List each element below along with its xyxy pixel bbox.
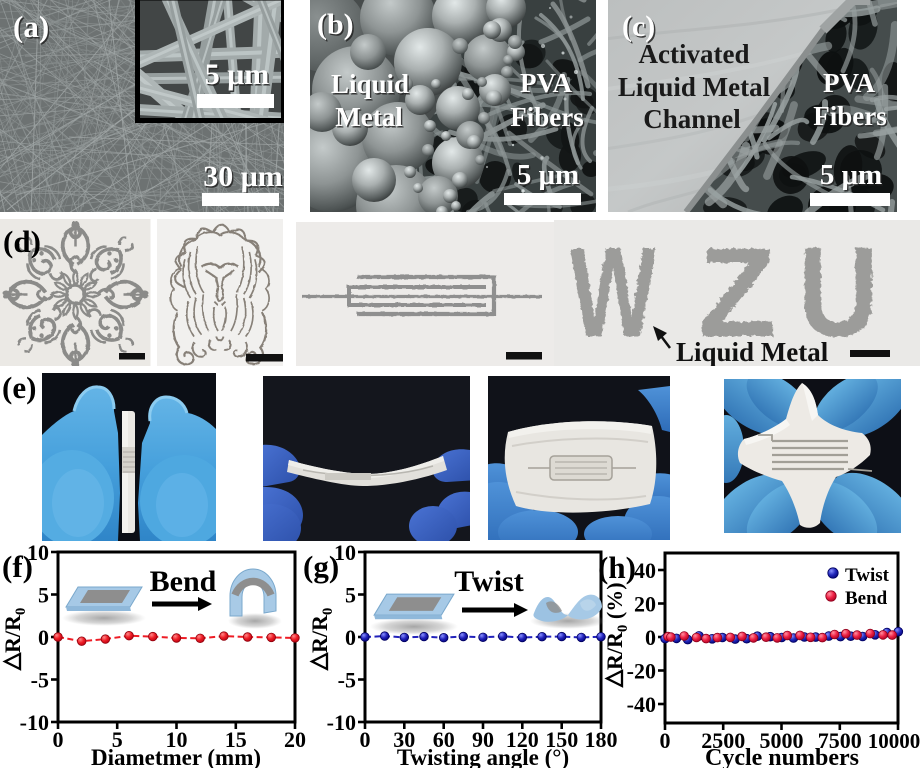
svg-text:5 μm: 5 μm <box>821 160 883 192</box>
svg-text:Fibers: Fibers <box>512 103 586 133</box>
svg-text:(d): (d) <box>3 224 41 259</box>
svg-text:30 μm: 30 μm <box>203 160 283 193</box>
svg-text:90: 90 <box>472 727 494 752</box>
svg-text:5 μm: 5 μm <box>820 159 882 191</box>
svg-text:5 μm: 5 μm <box>205 58 270 91</box>
svg-text:120: 120 <box>506 727 539 752</box>
svg-text:40: 40 <box>634 558 656 583</box>
svg-text:0: 0 <box>645 625 656 650</box>
svg-text:Liquid Metal: Liquid Metal <box>676 337 829 367</box>
svg-text:(c): (c) <box>622 10 655 43</box>
svg-text:60: 60 <box>433 727 455 752</box>
svg-text:5000: 5000 <box>760 728 804 753</box>
svg-text:PVA: PVA <box>521 69 574 99</box>
svg-text:20: 20 <box>284 727 306 752</box>
svg-text:10: 10 <box>166 727 188 752</box>
svg-text:Channel: Channel <box>643 104 741 134</box>
svg-text:5 μm: 5 μm <box>518 160 580 192</box>
svg-text:U: U <box>798 222 879 363</box>
svg-text:150: 150 <box>545 727 578 752</box>
svg-text:W: W <box>570 222 657 363</box>
svg-text:Z: Z <box>698 222 776 364</box>
svg-text:-40: -40 <box>627 692 656 717</box>
svg-text:20: 20 <box>634 592 656 617</box>
svg-text:0: 0 <box>345 625 356 650</box>
svg-text:Twist: Twist <box>454 565 523 598</box>
svg-text:180: 180 <box>585 727 618 752</box>
svg-text:(b): (b) <box>318 9 355 42</box>
svg-text:Bend: Bend <box>150 565 217 598</box>
svg-text:Twist: Twist <box>845 565 890 586</box>
svg-text:0: 0 <box>38 625 49 650</box>
svg-text:10: 10 <box>27 540 49 565</box>
svg-text:(h): (h) <box>598 550 636 585</box>
svg-text:7500: 7500 <box>818 728 862 753</box>
svg-text:Activated: Activated <box>639 39 750 69</box>
svg-text:-5: -5 <box>31 668 49 693</box>
svg-text:2500: 2500 <box>701 728 745 753</box>
svg-text:(c): (c) <box>623 11 656 44</box>
svg-text:R/R0 (%): R/R0 (%) <box>602 582 631 670</box>
svg-text:PVA: PVA <box>824 69 877 99</box>
svg-text:Liquid: Liquid <box>332 70 410 100</box>
svg-text:Fibers: Fibers <box>815 102 889 132</box>
svg-text:Liquid: Liquid <box>331 69 409 99</box>
svg-text:10: 10 <box>334 540 356 565</box>
svg-text:R/R0: R/R0 <box>307 608 336 653</box>
svg-text:5: 5 <box>345 583 356 608</box>
svg-text:(a): (a) <box>14 10 50 45</box>
svg-text:5 μm: 5 μm <box>517 159 579 191</box>
svg-text:Fibers: Fibers <box>510 102 584 132</box>
svg-text:Bend: Bend <box>845 588 888 609</box>
svg-text:Twisting angle (°): Twisting angle (°) <box>397 745 569 768</box>
svg-text:Metal: Metal <box>335 102 403 132</box>
svg-text:PVA: PVA <box>823 68 876 98</box>
svg-text:PVA: PVA <box>520 68 573 98</box>
svg-text:(f): (f) <box>2 549 33 584</box>
svg-text:Liquid Metal: Liquid Metal <box>618 72 771 102</box>
svg-text:5: 5 <box>38 583 49 608</box>
svg-text:(b): (b) <box>317 8 354 41</box>
svg-text:15: 15 <box>225 727 247 752</box>
svg-text:30 μm: 30 μm <box>205 161 284 194</box>
svg-text:0: 0 <box>360 727 371 752</box>
svg-text:-10: -10 <box>20 710 49 735</box>
svg-text:Metal: Metal <box>337 103 405 133</box>
svg-text:0: 0 <box>660 728 671 753</box>
svg-text:Cycle numbers: Cycle numbers <box>705 745 859 768</box>
svg-text:-5: -5 <box>338 668 356 693</box>
svg-text:5: 5 <box>112 727 123 752</box>
svg-text:Fibers: Fibers <box>813 101 887 131</box>
svg-text:Diametmer (mm): Diametmer (mm) <box>91 745 261 768</box>
svg-text:R/R0: R/R0 <box>0 608 29 653</box>
svg-text:-20: -20 <box>627 659 656 684</box>
svg-text:10000: 10000 <box>868 729 921 753</box>
svg-text:30: 30 <box>393 727 415 752</box>
svg-text:(a): (a) <box>13 9 49 44</box>
svg-text:(g): (g) <box>303 549 339 584</box>
svg-text:-10: -10 <box>327 710 356 735</box>
svg-text:0: 0 <box>53 727 64 752</box>
svg-text:5 μm: 5 μm <box>206 59 271 92</box>
